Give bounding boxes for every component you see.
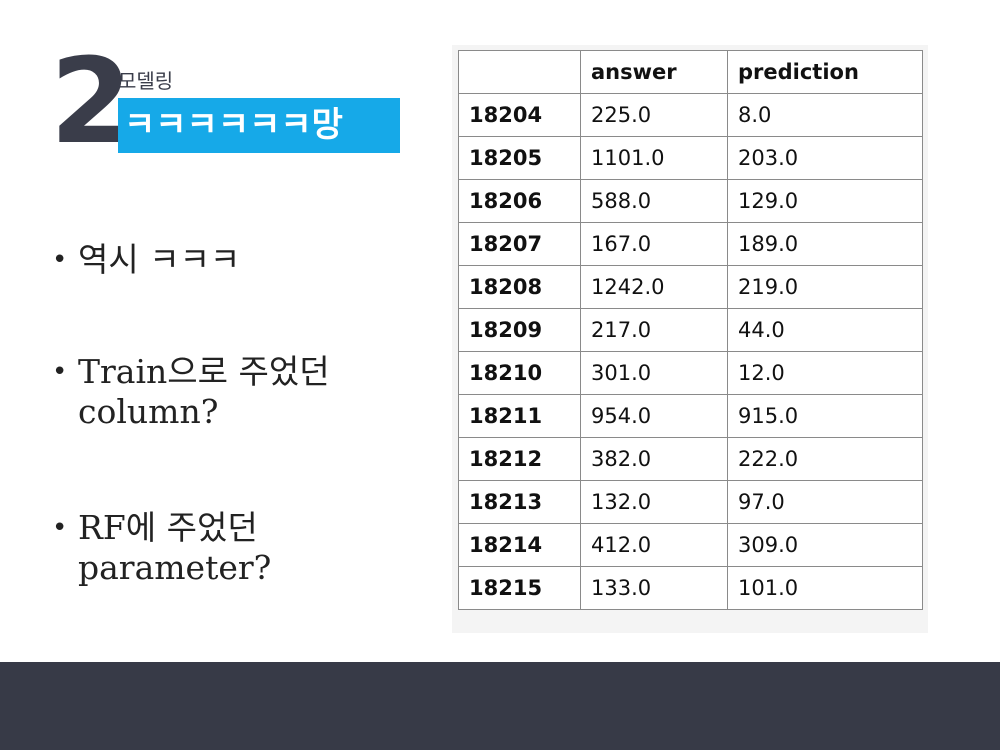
row-index-cell: 18210 xyxy=(458,351,581,395)
row-index-cell: 18209 xyxy=(458,308,581,352)
bullet-item: • RF에 주었던 parameter? xyxy=(52,508,432,588)
row-index-cell: 18213 xyxy=(458,480,581,524)
bullet-dot-icon: • xyxy=(52,513,68,543)
table-row: 18211 954.0 915.0 xyxy=(458,394,923,438)
row-index-cell: 18215 xyxy=(458,566,581,610)
table-header-row: answer prediction xyxy=(458,50,923,94)
row-index-cell: 18207 xyxy=(458,222,581,266)
table-row: 18206 588.0 129.0 xyxy=(458,179,923,223)
answer-cell: 217.0 xyxy=(580,308,728,352)
table-row: 18204 225.0 8.0 xyxy=(458,93,923,137)
table-row: 18208 1242.0 219.0 xyxy=(458,265,923,309)
row-index-cell: 18205 xyxy=(458,136,581,180)
answer-cell: 1101.0 xyxy=(580,136,728,180)
table-row: 18207 167.0 189.0 xyxy=(458,222,923,266)
row-index-cell: 18206 xyxy=(458,179,581,223)
slide-subtitle: 모델링 xyxy=(118,69,174,93)
row-index-cell: 18208 xyxy=(458,265,581,309)
prediction-cell: 309.0 xyxy=(727,523,923,567)
table-row: 18213 132.0 97.0 xyxy=(458,480,923,524)
prediction-cell: 101.0 xyxy=(727,566,923,610)
answer-cell: 132.0 xyxy=(580,480,728,524)
answer-cell: 225.0 xyxy=(580,93,728,137)
slide-title: ㅋㅋㅋㅋㅋㅋ망 xyxy=(118,98,400,153)
prediction-table: answer prediction 18204 225.0 8.0 18205 1101… xyxy=(458,50,923,610)
row-index-cell: 18212 xyxy=(458,437,581,481)
bullet-dot-icon: • xyxy=(52,357,68,387)
answer-cell: 1242.0 xyxy=(580,265,728,309)
answer-cell: 954.0 xyxy=(580,394,728,438)
column-header-index xyxy=(458,50,581,94)
prediction-cell: 97.0 xyxy=(727,480,923,524)
column-header-answer: answer xyxy=(580,50,728,94)
column-header-prediction: prediction xyxy=(727,50,923,94)
prediction-cell: 222.0 xyxy=(727,437,923,481)
answer-cell: 301.0 xyxy=(580,351,728,395)
bullet-item: • 역시 ㅋㅋㅋ xyxy=(52,240,432,280)
prediction-cell: 189.0 xyxy=(727,222,923,266)
answer-cell: 133.0 xyxy=(580,566,728,610)
prediction-cell: 44.0 xyxy=(727,308,923,352)
table-row: 18210 301.0 12.0 xyxy=(458,351,923,395)
row-index-cell: 18204 xyxy=(458,93,581,137)
prediction-cell: 203.0 xyxy=(727,136,923,180)
prediction-cell: 129.0 xyxy=(727,179,923,223)
answer-cell: 588.0 xyxy=(580,179,728,223)
bullet-dot-icon: • xyxy=(52,245,68,275)
bullet-text: RF에 주었던 parameter? xyxy=(78,508,272,587)
footer-band xyxy=(0,662,1000,750)
answer-cell: 167.0 xyxy=(580,222,728,266)
answer-cell: 382.0 xyxy=(580,437,728,481)
bullet-text: 역시 ㅋㅋㅋ xyxy=(78,240,241,279)
table-body: 18204 225.0 8.0 18205 1101.0 203.0 18206 588.0 1… xyxy=(458,93,923,610)
table-row: 18205 1101.0 203.0 xyxy=(458,136,923,180)
table-row: 18215 133.0 101.0 xyxy=(458,566,923,610)
table-screenshot: answer prediction 18204 225.0 8.0 18205 1101… xyxy=(452,45,928,633)
answer-cell: 412.0 xyxy=(580,523,728,567)
prediction-cell: 915.0 xyxy=(727,394,923,438)
table-row: 18214 412.0 309.0 xyxy=(458,523,923,567)
slide-number: 2 xyxy=(50,32,132,170)
prediction-cell: 12.0 xyxy=(727,351,923,395)
table-row: 18209 217.0 44.0 xyxy=(458,308,923,352)
bullet-item: • Train으로 주었던 column? xyxy=(52,352,432,432)
prediction-cell: 219.0 xyxy=(727,265,923,309)
prediction-cell: 8.0 xyxy=(727,93,923,137)
bullet-text: Train으로 주었던 column? xyxy=(78,352,330,431)
row-index-cell: 18214 xyxy=(458,523,581,567)
row-index-cell: 18211 xyxy=(458,394,581,438)
table-row: 18212 382.0 222.0 xyxy=(458,437,923,481)
